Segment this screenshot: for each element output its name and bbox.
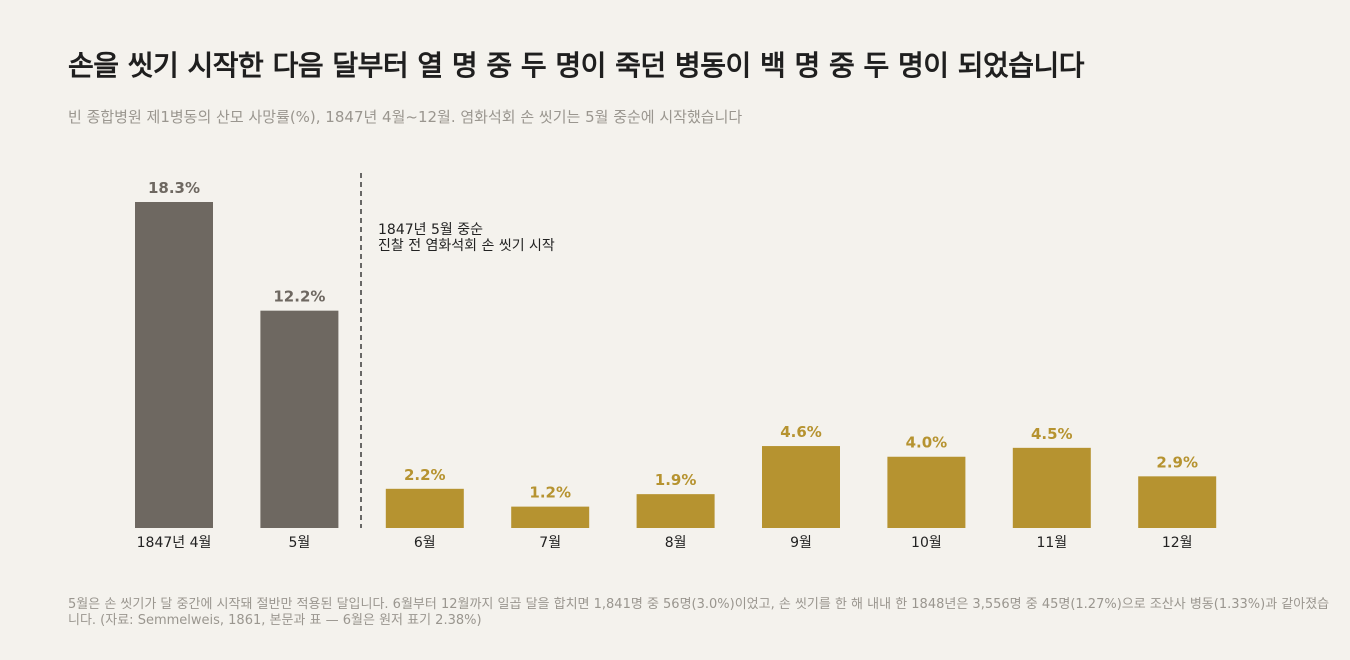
category-label-4: 7월 [539,535,561,551]
page-title: 손을 씻기 시작한 다음 달부터 열 명 중 두 명이 죽던 병동이 백 명 중… [68,49,1085,82]
bars-group [135,202,1217,528]
category-label-8: 11월 [1036,535,1067,551]
category-label-1: 1847년 4월 [137,535,212,551]
category-label-2: 5월 [289,535,311,551]
page-subtitle: 빈 종합병원 제1병동의 산모 사망률(%), 1847년 4월~12월. 염화… [68,108,743,126]
value-label-6: 4.6% [780,423,822,441]
category-label-5: 8월 [665,535,687,551]
category-label-6: 9월 [790,535,812,551]
value-label-1: 18.3% [148,179,200,197]
bar-2 [260,310,339,528]
value-label-9: 2.9% [1156,453,1198,471]
bar-4 [511,506,590,528]
category-label-9: 12월 [1162,535,1193,551]
bar-3 [385,488,464,528]
bar-7 [887,456,966,528]
bar-8 [1012,447,1091,528]
value-label-3: 2.2% [404,466,446,484]
footnote: 5월은 손 씻기가 달 중간에 시작돼 절반만 적용된 달입니다. 6월부터 1… [68,597,1330,628]
value-label-8: 4.5% [1031,425,1073,443]
category-labels-group: 1847년 4월 5월 6월 7월 8월 9월 10월 11월 12월 [137,535,1193,551]
bar-9 [1138,476,1217,528]
value-label-5: 1.9% [655,471,697,489]
annotation-line-1: 1847년 5월 중순 [378,222,483,238]
bar-6 [762,446,840,528]
value-labels-group: 18.3% 12.2% 2.2% 1.2% 1.9% 4.6% 4.0% 4.5% 2.9% [148,179,1198,502]
value-label-2: 12.2% [273,288,325,306]
value-label-7: 4.0% [906,434,948,452]
bar-1 [135,202,213,528]
bar-chart: 18.3% 12.2% 2.2% 1.2% 1.9% 4.6% 4.0% 4.5% 2.9% 1… [135,173,1217,551]
category-label-7: 10월 [911,535,942,551]
category-label-3: 6월 [414,535,436,551]
value-label-4: 1.2% [529,484,571,502]
bar-5 [636,494,715,528]
annotation-line-2: 진찰 전 염화석회 손 씻기 시작 [378,238,555,254]
